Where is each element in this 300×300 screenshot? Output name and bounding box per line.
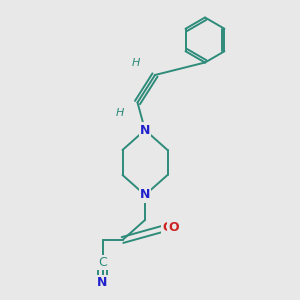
Text: N: N [97, 276, 108, 289]
Text: O: O [168, 221, 179, 234]
Text: N: N [97, 276, 108, 289]
Text: C: C [98, 256, 107, 269]
Text: H: H [116, 107, 124, 118]
Text: H: H [132, 58, 140, 68]
Text: O: O [162, 221, 173, 234]
Text: N: N [140, 188, 150, 202]
Text: N: N [140, 124, 150, 136]
